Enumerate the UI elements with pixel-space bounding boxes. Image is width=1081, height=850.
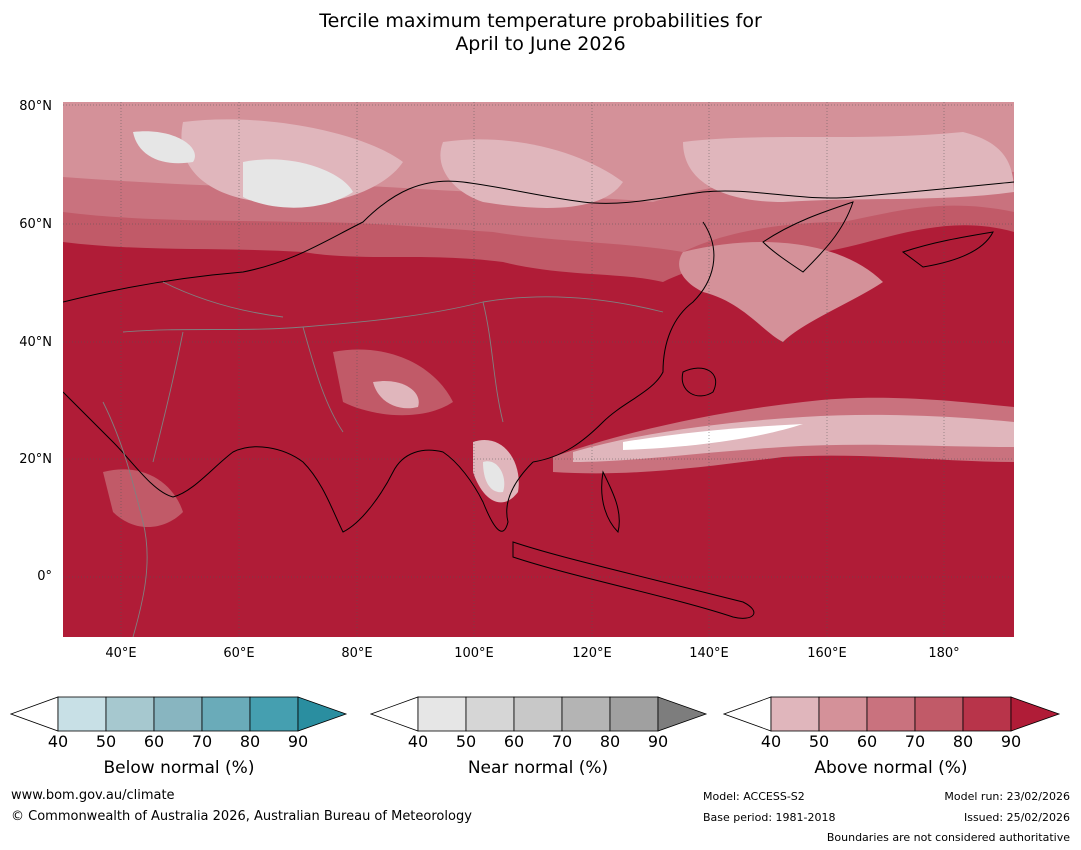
lon-label-120e: 120°E (572, 646, 612, 661)
near-normal-patch-2 (133, 131, 195, 164)
lon-label-140e: 140°E (689, 646, 729, 661)
tick-near-90: 90 (647, 732, 669, 751)
tick-below-50: 50 (95, 732, 117, 751)
colorbar-bin (417, 696, 467, 732)
tick-near-60: 60 (503, 732, 525, 751)
colorbar-bin (770, 696, 820, 732)
tick-near-70: 70 (551, 732, 573, 751)
title-line-2: April to June 2026 (455, 33, 626, 55)
tick-near-50: 50 (455, 732, 477, 751)
lon-label-160e: 160°E (807, 646, 847, 661)
footer-copyright: © Commonwealth of Australia 2026, Austra… (11, 809, 472, 824)
tick-above-80: 80 (952, 732, 974, 751)
coastlines (63, 180, 1014, 619)
pacific-band-40 (573, 414, 1014, 462)
lat-label-40n: 40°N (19, 335, 52, 350)
arabia-70 (103, 469, 183, 527)
colorbar-ticks-above: 40 50 60 70 80 90 (723, 732, 1063, 754)
colorbar-bin (866, 696, 916, 732)
colorbar-bin (57, 696, 107, 732)
colorbar-extend-min (370, 696, 419, 732)
title-line-1: Tercile maximum temperature probabilitie… (319, 10, 762, 32)
siberia-light (440, 139, 623, 208)
colorbar-bin (513, 696, 563, 732)
footer-base-period: Base period: 1981-2018 (703, 811, 836, 824)
footer-model-run: Model run: 23/02/2026 (944, 790, 1070, 803)
colorbar-label-near: Near normal (%) (467, 758, 609, 778)
colorbar-extend-max (1010, 696, 1061, 732)
lat-label-20n: 20°N (19, 452, 52, 467)
near-normal-patch-1 (243, 159, 353, 208)
lon-label-180: 180° (928, 646, 960, 661)
colorbar-extend-max (657, 696, 708, 732)
tick-above-90: 90 (1000, 732, 1022, 751)
lat-label-60n: 60°N (19, 217, 52, 232)
colorbar-above-normal (723, 696, 1061, 732)
probability-map (63, 102, 1014, 637)
footer-disclaimer: Boundaries are not considered authoritat… (826, 831, 1070, 844)
tick-near-40: 40 (407, 732, 429, 751)
tick-below-70: 70 (191, 732, 213, 751)
map-canvas (63, 102, 1014, 637)
tibet-light (373, 381, 419, 409)
colorbar-ticks-near: 40 50 60 70 80 90 (370, 732, 710, 754)
lon-label-60e: 60°E (223, 646, 255, 661)
tick-below-40: 40 (47, 732, 69, 751)
colorbar-bin (561, 696, 611, 732)
colorbar-bin (201, 696, 251, 732)
footer-model: Model: ACCESS-S2 (703, 790, 805, 803)
tick-below-90: 90 (287, 732, 309, 751)
tick-above-50: 50 (808, 732, 830, 751)
colorbar-ticks-below: 40 50 60 70 80 90 (10, 732, 350, 754)
colorbar-bin (249, 696, 299, 732)
footer-url[interactable]: www.bom.gov.au/climate (11, 788, 175, 803)
okhotsk-band (679, 242, 883, 342)
colorbar-bin (962, 696, 1012, 732)
colorbar-label-above: Above normal (%) (814, 758, 968, 778)
colorbar-extend-max (297, 696, 348, 732)
colorbar-bin (105, 696, 155, 732)
lon-label-100e: 100°E (454, 646, 494, 661)
tick-above-70: 70 (904, 732, 926, 751)
footer-issued: Issued: 25/02/2026 (963, 811, 1070, 824)
tick-near-80: 80 (599, 732, 621, 751)
colorbar-near-normal (370, 696, 708, 732)
tick-above-40: 40 (760, 732, 782, 751)
colorbar-bin (609, 696, 659, 732)
lon-label-40e: 40°E (105, 646, 137, 661)
indochina-near (483, 461, 505, 493)
map-title: Tercile maximum temperature probabilitie… (0, 10, 1081, 56)
graticule (63, 102, 1014, 637)
lat-label-80n: 80°N (19, 99, 52, 114)
colorbar-bin (818, 696, 868, 732)
lat-label-0: 0° (37, 569, 52, 584)
pacific-white-band (623, 424, 803, 450)
colorbar-extend-min (10, 696, 59, 732)
lon-label-80e: 80°E (341, 646, 373, 661)
colorbar-bin (465, 696, 515, 732)
east-siberia-light (683, 132, 1014, 202)
colorbar-label-below: Below normal (%) (103, 758, 255, 778)
colorbar-below-normal (10, 696, 348, 732)
tick-below-80: 80 (239, 732, 261, 751)
colorbar-bin (153, 696, 203, 732)
country-borders (102, 281, 664, 637)
colorbar-bin (914, 696, 964, 732)
tick-above-60: 60 (856, 732, 878, 751)
colorbar-extend-min (723, 696, 772, 732)
tick-below-60: 60 (143, 732, 165, 751)
